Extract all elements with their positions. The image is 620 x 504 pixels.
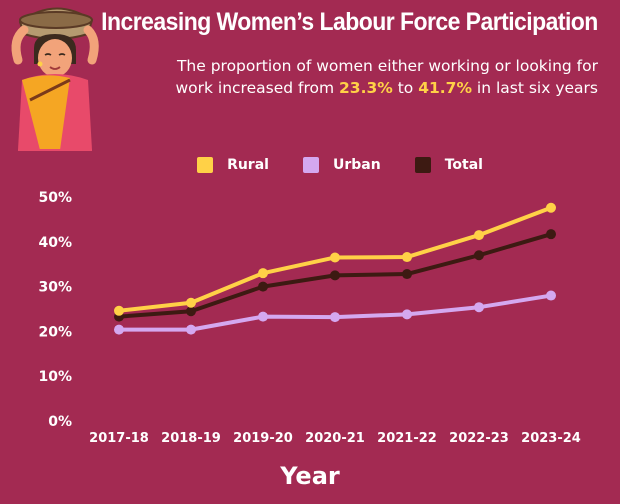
data-point-urban bbox=[114, 324, 124, 335]
data-point-urban bbox=[330, 312, 340, 323]
legend-item-total: Total bbox=[414, 157, 483, 173]
x-tick-label: 2018-19 bbox=[161, 431, 221, 446]
data-point-rural bbox=[186, 297, 196, 308]
data-point-rural bbox=[258, 268, 268, 279]
legend-label-rural: Rural bbox=[227, 157, 269, 173]
data-point-rural bbox=[114, 305, 124, 316]
x-tick-label: 2019-20 bbox=[233, 431, 293, 446]
data-point-urban bbox=[546, 290, 556, 301]
data-point-urban bbox=[402, 309, 412, 320]
y-tick-label: 40% bbox=[38, 235, 72, 251]
data-point-rural bbox=[330, 252, 340, 263]
data-point-total bbox=[546, 229, 556, 240]
subtitle-text-3: in last six years bbox=[471, 79, 598, 97]
subtitle-text-2: to bbox=[392, 79, 419, 97]
legend-swatch-rural bbox=[197, 157, 214, 173]
data-point-urban bbox=[186, 324, 196, 335]
page-title: Increasing Women’s Labour Force Particip… bbox=[101, 8, 598, 36]
data-point-total bbox=[330, 270, 340, 281]
y-tick-label: 30% bbox=[38, 280, 72, 296]
subtitle-text-1: The proportion of women either working o… bbox=[175, 57, 598, 97]
x-tick-label: 2023-24 bbox=[521, 431, 581, 446]
data-point-urban bbox=[474, 302, 484, 313]
legend-label-total: Total bbox=[444, 157, 483, 173]
legend-item-urban: Urban bbox=[302, 157, 381, 173]
subtitle: The proportion of women either working o… bbox=[158, 55, 598, 99]
x-tick-label: 2017-18 bbox=[89, 431, 149, 446]
data-point-urban bbox=[258, 311, 268, 322]
y-tick-label: 0% bbox=[48, 414, 72, 430]
subtitle-highlight-end-value: 41.7% bbox=[418, 79, 472, 97]
y-tick-label: 10% bbox=[38, 369, 72, 385]
x-tick-label: 2020-21 bbox=[305, 431, 365, 446]
x-tick-label: 2021-22 bbox=[377, 431, 437, 446]
legend-label-urban: Urban bbox=[332, 157, 381, 173]
data-point-total bbox=[258, 281, 268, 292]
data-point-total bbox=[474, 250, 484, 261]
y-tick-label: 20% bbox=[38, 324, 72, 340]
y-tick-label: 50% bbox=[38, 190, 72, 206]
subtitle-highlight-start-value: 23.3% bbox=[339, 79, 393, 97]
x-axis-title: Year bbox=[280, 462, 340, 490]
chart-legend: Rural Urban Total bbox=[0, 157, 620, 173]
data-point-rural bbox=[546, 202, 556, 213]
x-tick-label: 2022-23 bbox=[449, 431, 509, 446]
woman-carrying-basket-illustration bbox=[11, 7, 99, 151]
data-point-total bbox=[402, 269, 412, 280]
legend-swatch-total bbox=[414, 157, 431, 173]
data-point-rural bbox=[402, 252, 412, 263]
data-point-total bbox=[186, 306, 196, 317]
legend-item-rural: Rural bbox=[197, 157, 269, 173]
data-point-rural bbox=[474, 230, 484, 241]
legend-swatch-urban bbox=[302, 157, 319, 173]
